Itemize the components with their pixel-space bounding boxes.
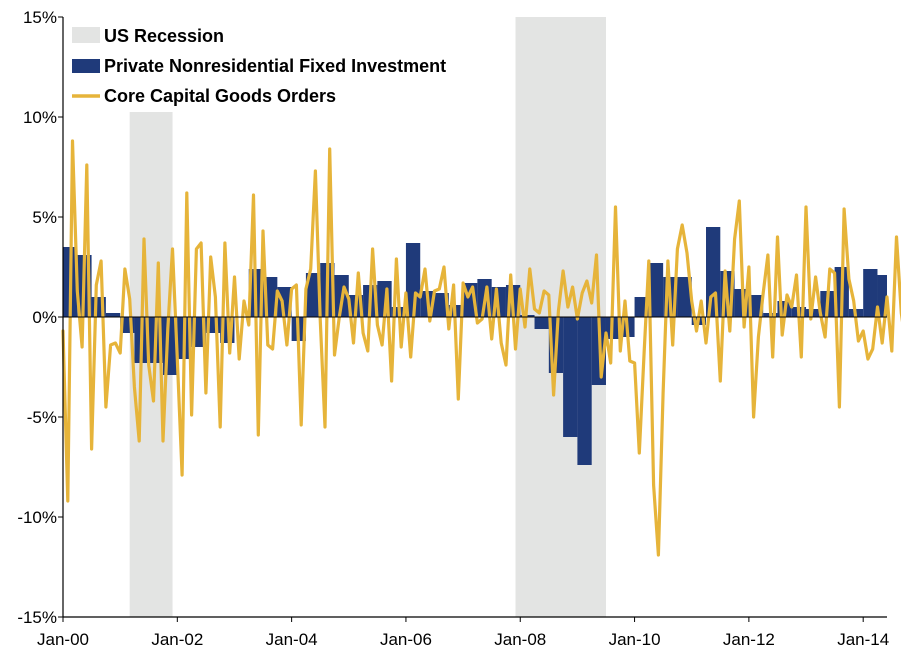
y-tick-label: -5% <box>27 408 57 427</box>
legend-swatch-investment <box>72 59 100 73</box>
y-tick-label: 10% <box>23 108 57 127</box>
x-tick-label: Jan-10 <box>609 630 661 649</box>
investment-bar <box>877 275 887 317</box>
y-tick-label: -15% <box>17 608 57 627</box>
x-tick-label: Jan-12 <box>723 630 775 649</box>
x-tick-label: Jan-00 <box>37 630 89 649</box>
investment-bar <box>305 273 321 317</box>
investment-bar <box>534 317 549 329</box>
y-tick-label: -10% <box>17 508 57 527</box>
legend-label-investment: Private Nonresidential Fixed Investment <box>104 56 446 76</box>
x-tick-label: Jan-04 <box>266 630 318 649</box>
x-tick-label: Jan-02 <box>151 630 203 649</box>
legend-label-recession: US Recession <box>104 26 224 46</box>
investment-bar <box>577 317 592 465</box>
legend-label-orders: Core Capital Goods Orders <box>104 86 336 106</box>
investment-bar <box>105 313 121 317</box>
axis-layer: 15% 10% 5% 0% -5% -10% -15% Jan-00 Jan-02 Jan-04 J… <box>17 8 889 649</box>
legend: US Recession Private Nonresidential Fixe… <box>72 26 446 106</box>
investment-bar <box>648 263 664 317</box>
x-tick-label: Jan-06 <box>380 630 432 649</box>
x-tick-label: Jan-08 <box>494 630 546 649</box>
investment-bar <box>706 227 721 317</box>
legend-swatch-recession <box>72 27 100 43</box>
line-layer <box>61 139 901 557</box>
y-tick-label: 5% <box>32 208 57 227</box>
x-tick-label: Jan-14 <box>837 630 889 649</box>
investment-bar <box>563 317 578 437</box>
y-tick-label: 0% <box>32 308 57 327</box>
orders-line <box>61 139 901 557</box>
investment-bar <box>677 277 692 317</box>
investment-bar <box>863 269 878 317</box>
investment-bar <box>806 309 821 317</box>
investment-bar <box>277 287 292 317</box>
y-tick-label: 15% <box>23 8 57 27</box>
